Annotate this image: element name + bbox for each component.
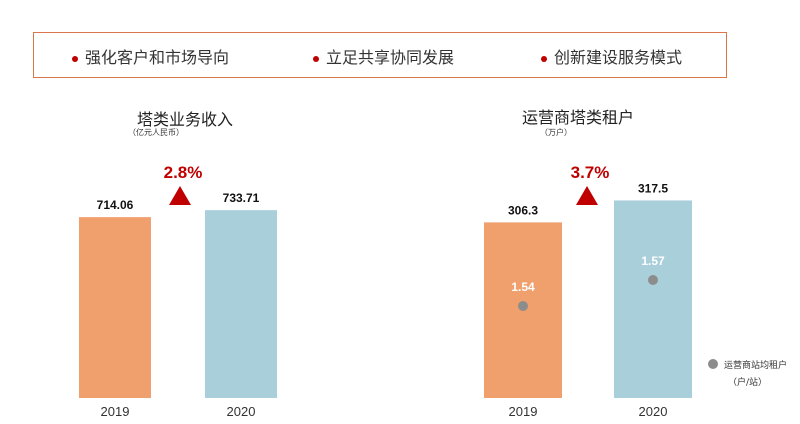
value-label: 306.3 bbox=[508, 203, 538, 217]
keyword-3: 创新建设服务模式 bbox=[541, 44, 682, 68]
keyword-1: 强化客户和市场导向 bbox=[72, 44, 229, 68]
bar-2019 bbox=[79, 217, 151, 398]
secondary-point bbox=[518, 301, 528, 311]
bar-2020 bbox=[614, 200, 692, 398]
secondary-label: 1.54 bbox=[511, 280, 535, 294]
x-tick-label: 2019 bbox=[101, 404, 130, 419]
growth-up-arrow-icon bbox=[169, 186, 191, 205]
legend-unit: （户/站） bbox=[728, 378, 768, 388]
growth-up-arrow-icon bbox=[576, 186, 598, 205]
secondary-point bbox=[648, 275, 658, 285]
chart1-unit: （亿元人民币） bbox=[128, 128, 184, 137]
x-tick-label: 2020 bbox=[227, 404, 256, 419]
legend-dot-icon bbox=[708, 359, 718, 369]
chart2-unit: （万户） bbox=[540, 128, 572, 137]
value-label: 317.5 bbox=[638, 181, 668, 195]
chart1-title: 塔类业务收入 bbox=[136, 110, 234, 129]
value-label: 714.06 bbox=[97, 198, 134, 212]
chart2-title: 运营商塔类租户 bbox=[521, 108, 635, 127]
keywords-box bbox=[33, 32, 727, 78]
bar-2020 bbox=[205, 210, 277, 398]
keyword-2: 立足共享协同发展 bbox=[313, 44, 454, 68]
secondary-label: 1.57 bbox=[641, 254, 665, 268]
growth-label: 2.8% bbox=[164, 163, 203, 182]
x-tick-label: 2019 bbox=[509, 404, 538, 419]
legend-label: 运营商站均租户 bbox=[724, 361, 788, 371]
x-tick-label: 2020 bbox=[639, 404, 668, 419]
growth-label: 3.7% bbox=[571, 163, 610, 182]
value-label: 733.71 bbox=[223, 191, 260, 205]
